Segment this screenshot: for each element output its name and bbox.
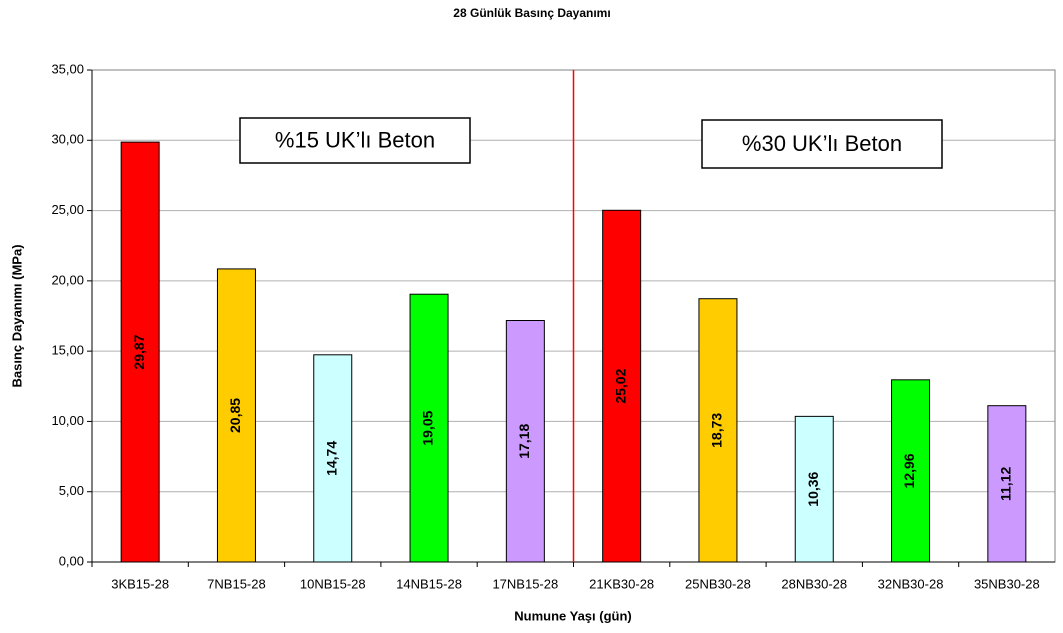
x-tick-label: 25NB30-28 bbox=[685, 576, 751, 591]
value-label: 20,85 bbox=[227, 398, 243, 433]
annotation: %15 UK’lı Beton bbox=[275, 127, 435, 152]
value-label: 18,73 bbox=[709, 413, 725, 448]
bar bbox=[698, 298, 738, 563]
bar bbox=[409, 293, 449, 563]
x-axis-label: Numune Yaşı (gün) bbox=[514, 608, 632, 623]
value-label: 12,96 bbox=[901, 453, 917, 488]
x-tick-label: 3KB15-28 bbox=[111, 576, 169, 591]
bar bbox=[313, 354, 353, 563]
y-tick-label: 0,00 bbox=[59, 553, 84, 568]
y-tick-label: 10,00 bbox=[51, 413, 84, 428]
x-tick-label: 17NB15-28 bbox=[492, 576, 558, 591]
bar bbox=[794, 415, 834, 563]
annotation-box bbox=[701, 119, 943, 169]
x-tick-label: 35NB30-28 bbox=[974, 576, 1040, 591]
y-tick-label: 30,00 bbox=[51, 132, 84, 147]
x-tick-label: 14NB15-28 bbox=[396, 576, 462, 591]
y-tick-label: 15,00 bbox=[51, 343, 84, 358]
value-label: 29,87 bbox=[131, 334, 147, 369]
chart-title: 28 Günlük Basınç Dayanımı bbox=[453, 6, 610, 20]
bar bbox=[216, 268, 256, 563]
y-tick-label: 5,00 bbox=[59, 483, 84, 498]
y-tick-label: 35,00 bbox=[51, 61, 84, 76]
y-tick-label: 25,00 bbox=[51, 202, 84, 217]
value-label: 10,36 bbox=[805, 471, 821, 506]
value-label: 25,02 bbox=[612, 368, 628, 403]
annotation-box bbox=[239, 117, 471, 164]
value-label: 17,18 bbox=[516, 424, 532, 459]
value-label: 11,12 bbox=[998, 466, 1014, 500]
bar bbox=[987, 405, 1027, 563]
x-tick-label: 7NB15-28 bbox=[207, 576, 266, 591]
annotation: %30 UK’lı Beton bbox=[742, 131, 902, 156]
x-tick-label: 28NB30-28 bbox=[781, 576, 847, 591]
bar bbox=[602, 209, 642, 563]
x-tick-label: 21KB30-28 bbox=[589, 576, 654, 591]
y-axis-label: Basınç Dayanımı (MPa) bbox=[9, 244, 24, 387]
x-tick-label: 10NB15-28 bbox=[300, 576, 366, 591]
value-label: 19,05 bbox=[420, 410, 436, 445]
value-label: 14,74 bbox=[323, 441, 339, 476]
bar bbox=[120, 141, 160, 563]
x-tick-label: 32NB30-28 bbox=[878, 576, 944, 591]
y-tick-label: 20,00 bbox=[51, 272, 84, 287]
